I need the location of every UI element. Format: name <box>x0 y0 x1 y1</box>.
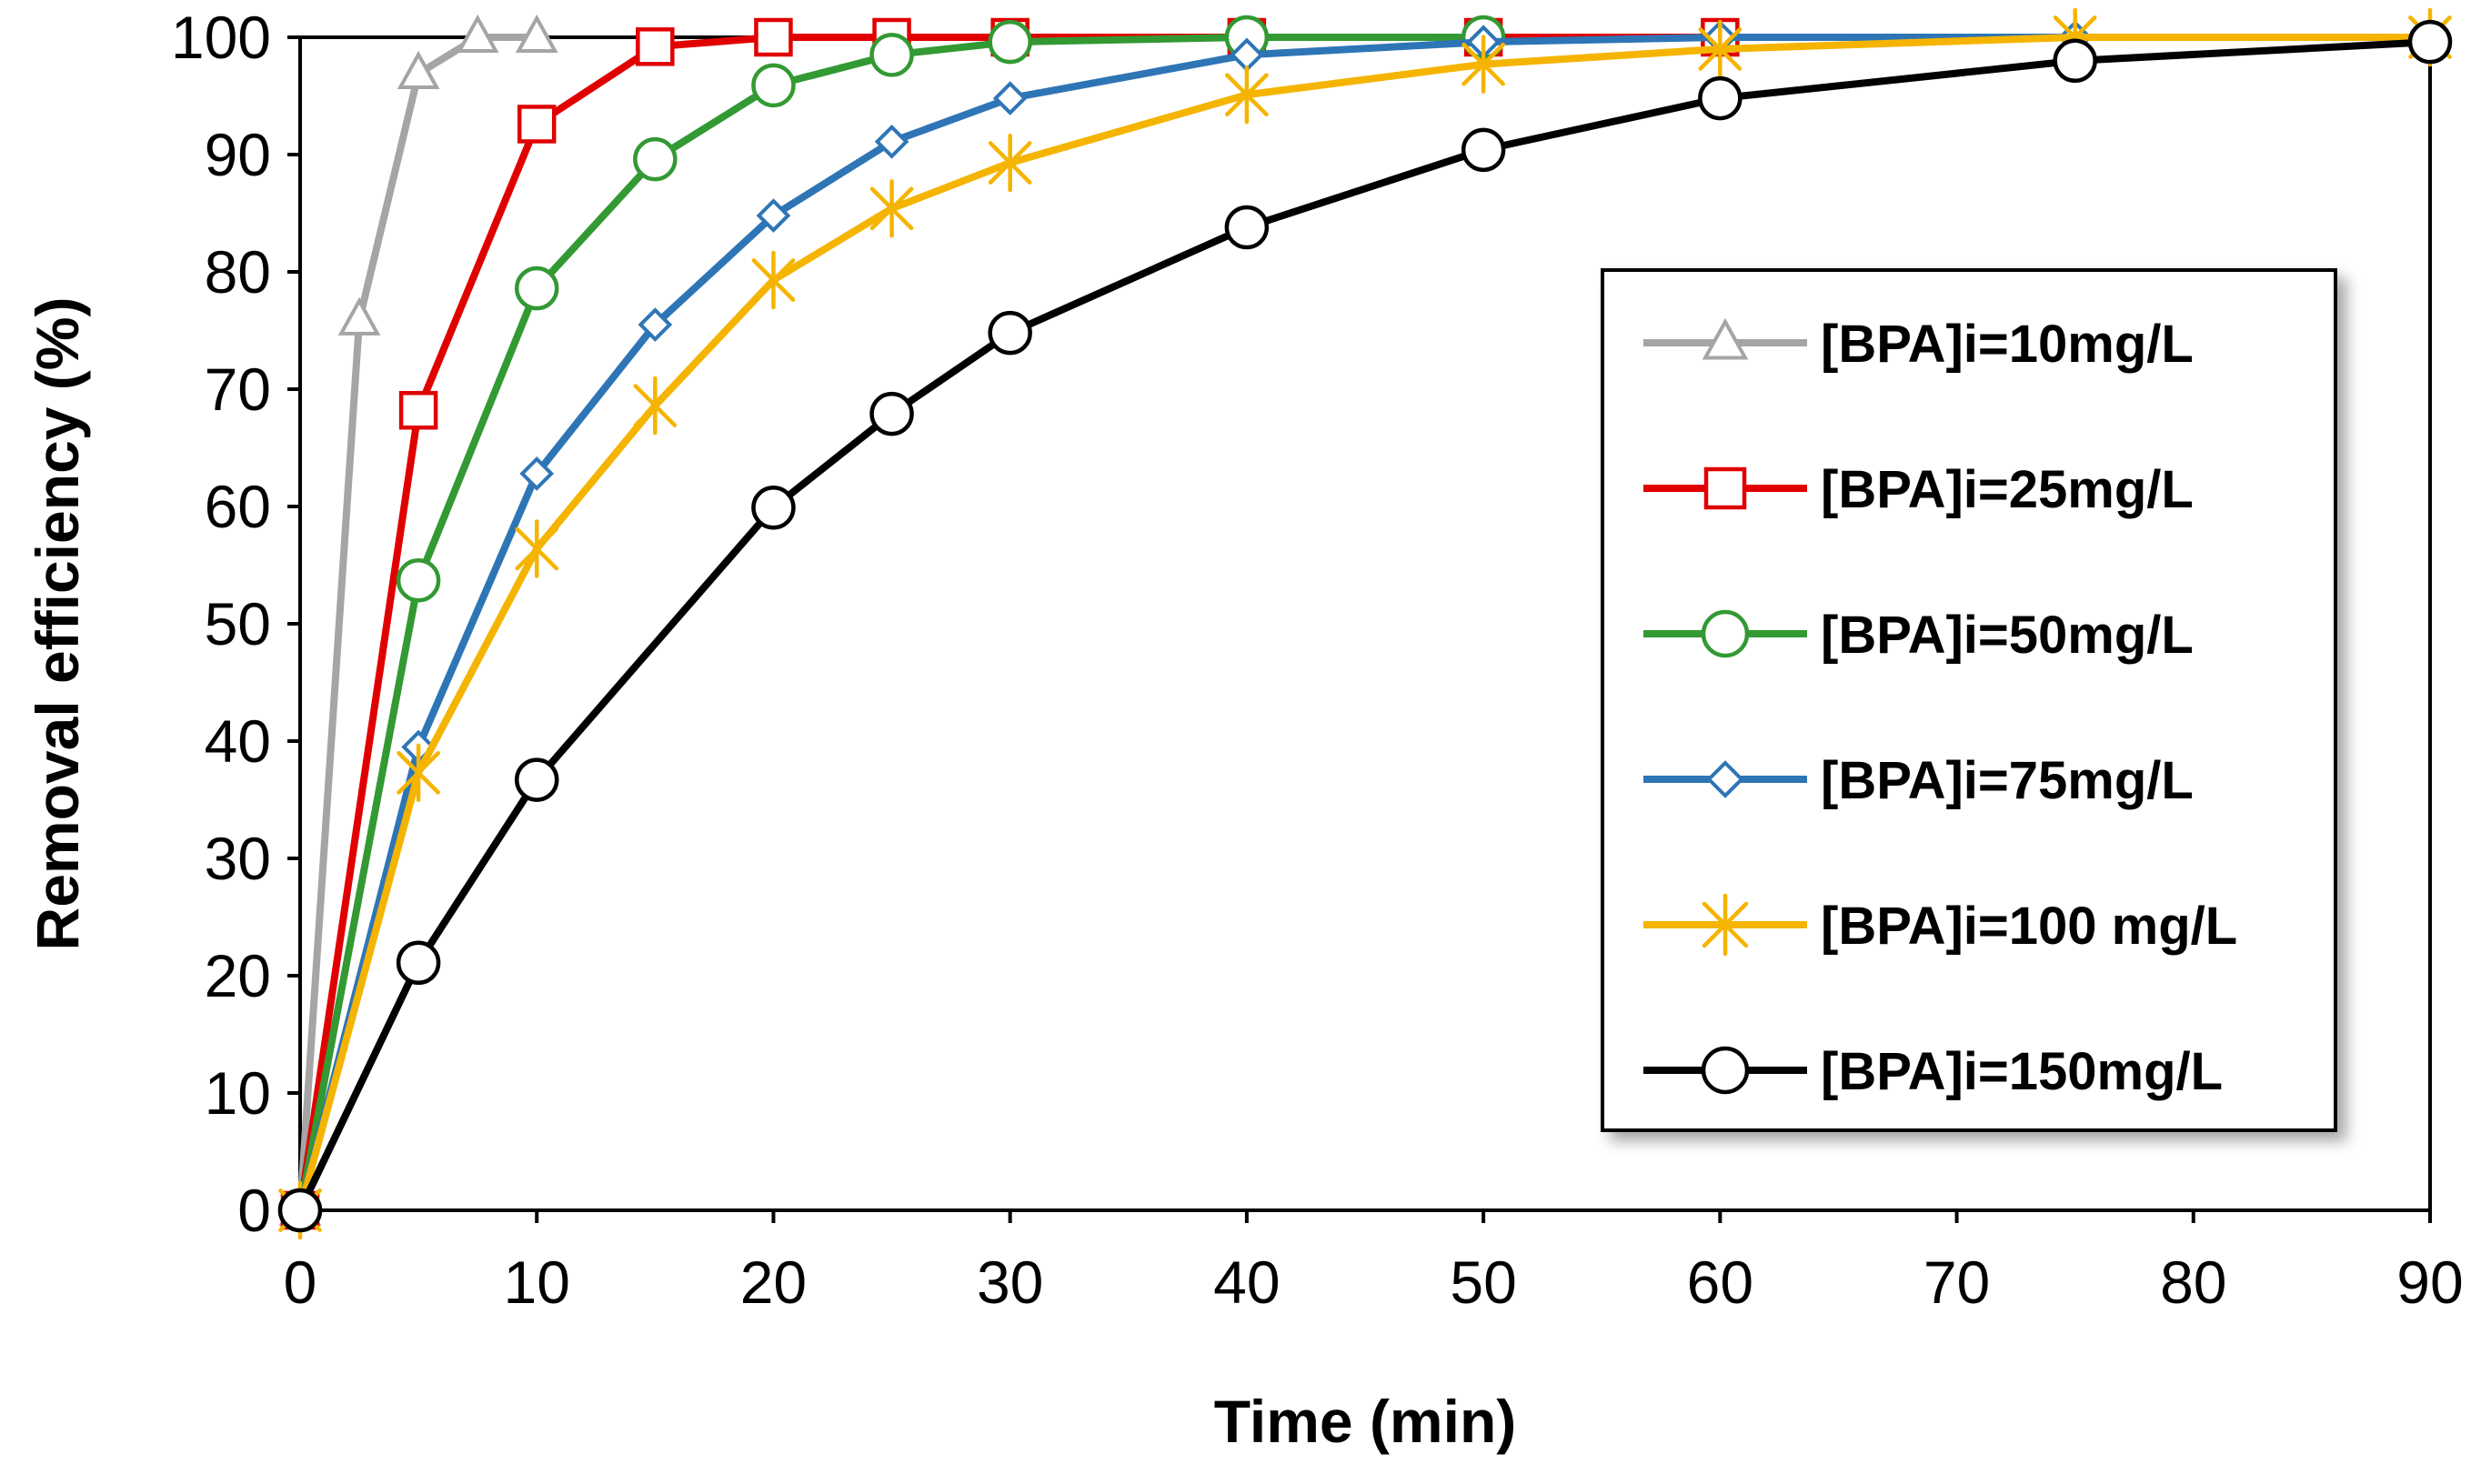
data-point-marker <box>992 81 1028 115</box>
legend-label: [BPA]i=75mg/L <box>1821 751 2194 810</box>
series-3 <box>283 20 2093 1228</box>
y-tick-label: 90 <box>205 121 271 188</box>
data-point-marker <box>515 519 559 578</box>
y-tick-label: 10 <box>205 1059 271 1127</box>
data-point-marker <box>988 310 1032 356</box>
x-tick-label: 0 <box>284 1248 317 1316</box>
data-point-marker <box>515 14 558 53</box>
data-point-marker <box>756 198 791 233</box>
x-tick-label: 70 <box>1924 1248 1990 1316</box>
legend-item: [BPA]i=100 mg/L <box>1643 893 2237 957</box>
data-point-marker <box>277 1188 323 1233</box>
data-point-marker <box>754 17 793 57</box>
y-tick-label: 0 <box>237 1177 271 1244</box>
data-point-marker <box>1702 893 1749 957</box>
legend-item: [BPA]i=50mg/L <box>1643 606 2194 665</box>
y-tick-label: 50 <box>205 590 271 657</box>
y-tick-label: 70 <box>205 356 271 423</box>
data-point-marker <box>519 456 555 491</box>
data-point-marker <box>751 63 796 108</box>
data-point-marker <box>397 743 440 803</box>
data-point-marker <box>636 27 675 66</box>
legend-label: [BPA]i=10mg/L <box>1821 315 2194 374</box>
data-point-marker <box>1698 75 1743 121</box>
legend-box <box>1601 268 2337 1132</box>
data-point-marker <box>517 105 557 144</box>
legend-item: [BPA]i=25mg/L <box>1643 460 2194 519</box>
series-line-1 <box>296 34 1721 1211</box>
x-tick-label: 10 <box>504 1248 570 1316</box>
data-point-marker <box>1702 317 1749 360</box>
x-tick-label: 30 <box>977 1248 1043 1316</box>
data-point-marker <box>869 391 914 436</box>
y-tick-label: 100 <box>171 4 271 71</box>
data-point-marker <box>1461 127 1506 173</box>
y-tick-label: 30 <box>205 825 271 892</box>
legend-label: [BPA]i=100 mg/L <box>1821 897 2237 956</box>
y-tick-label: 40 <box>205 707 271 775</box>
data-point-marker <box>1461 35 1505 94</box>
data-point-marker <box>1698 19 1743 79</box>
x-tick-label: 40 <box>1213 1248 1280 1316</box>
x-tick-label: 50 <box>1450 1248 1516 1316</box>
data-point-marker <box>2407 19 2453 65</box>
legend-item: [BPA]i=10mg/L <box>1643 315 2194 374</box>
x-tick-label: 90 <box>2396 1248 2463 1316</box>
legend-label: [BPA]i=150mg/L <box>1821 1042 2223 1101</box>
data-point-marker <box>397 50 440 89</box>
data-point-marker <box>1706 760 1744 798</box>
legend-item: [BPA]i=75mg/L <box>1643 751 2194 810</box>
y-tick-label: 60 <box>205 473 271 540</box>
series-5 <box>277 19 2453 1233</box>
x-tick-label: 80 <box>2160 1248 2226 1316</box>
y-tick-label: 80 <box>205 238 271 306</box>
data-point-marker <box>396 558 441 603</box>
data-point-marker <box>1701 1046 1750 1095</box>
data-point-marker <box>398 390 438 430</box>
data-point-marker <box>633 136 678 182</box>
y-tick-label: 20 <box>205 942 271 1009</box>
data-point-marker <box>396 940 441 986</box>
data-point-marker <box>988 133 1032 193</box>
y-axis-title: Removal efficiency (%) <box>24 297 91 951</box>
data-point-marker <box>988 19 1032 65</box>
data-point-marker <box>456 14 499 53</box>
data-point-marker <box>1224 205 1270 250</box>
legend-label: [BPA]i=50mg/L <box>1821 606 2194 665</box>
series-line-4 <box>296 34 2430 1212</box>
data-point-marker <box>2053 38 2097 84</box>
data-point-marker <box>1225 65 1269 125</box>
data-point-marker <box>638 307 673 342</box>
data-point-marker <box>1701 609 1750 658</box>
data-point-marker <box>751 250 796 310</box>
data-point-marker <box>514 757 559 802</box>
x-axis-title: Time (min) <box>1214 1388 1516 1455</box>
data-point-marker <box>874 124 909 159</box>
data-point-marker <box>751 486 796 530</box>
legend-item: [BPA]i=150mg/L <box>1643 1042 2223 1101</box>
data-point-marker <box>869 179 914 238</box>
data-point-marker <box>1703 466 1747 510</box>
x-tick-label: 60 <box>1687 1248 1753 1316</box>
data-point-marker <box>869 33 914 77</box>
x-tick-label: 20 <box>740 1248 807 1316</box>
data-point-marker <box>337 296 381 336</box>
legend-label: [BPA]i=25mg/L <box>1821 460 2194 519</box>
data-point-marker <box>633 376 678 436</box>
data-point-marker <box>514 266 559 311</box>
